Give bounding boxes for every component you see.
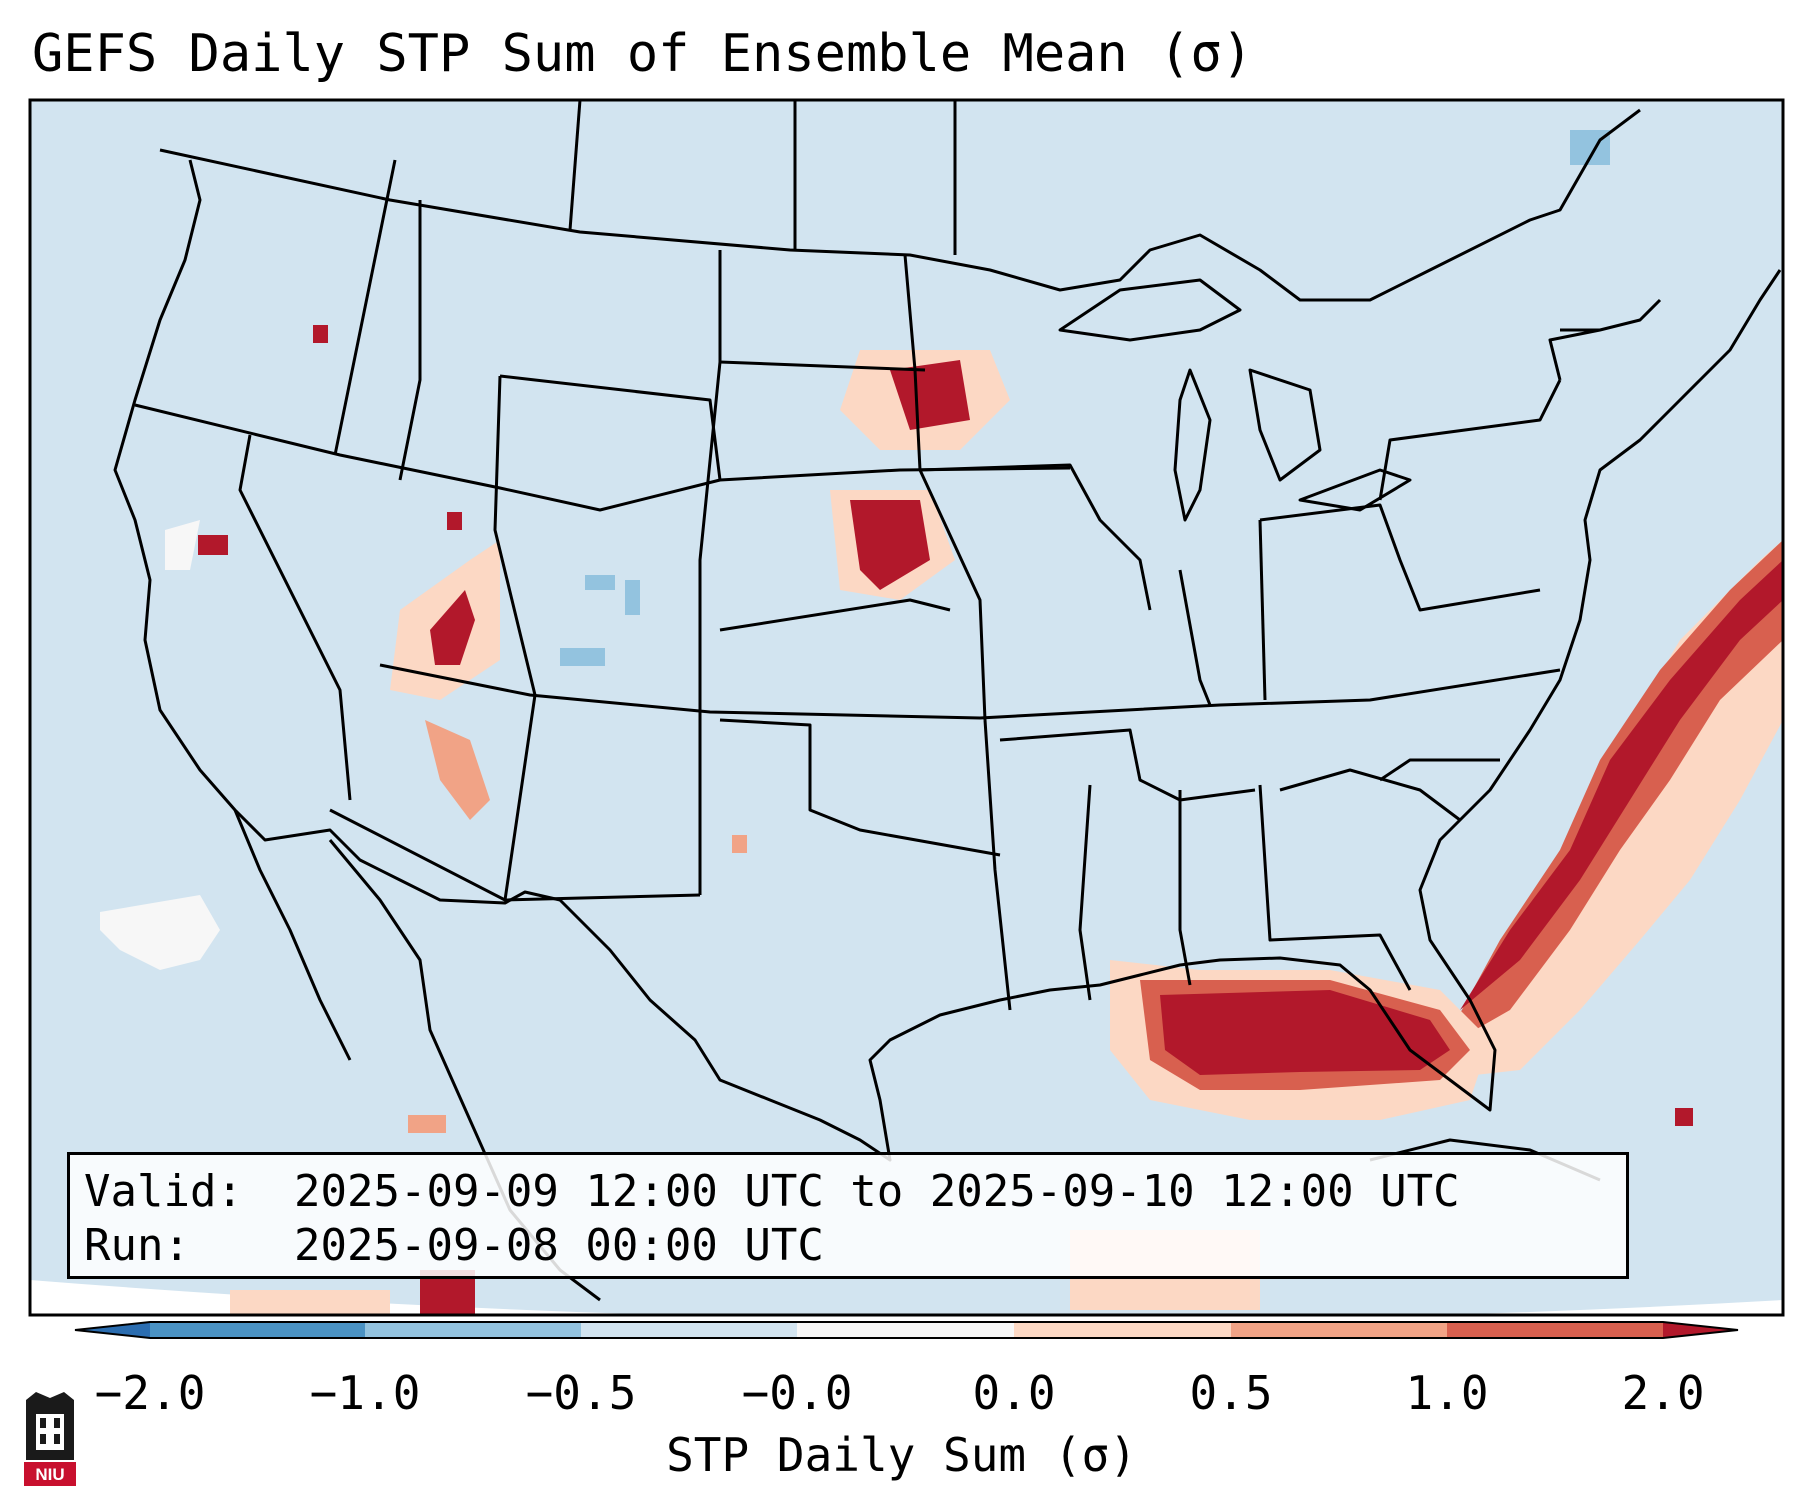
run-value: 2025-09-08 00:00 UTC xyxy=(294,1220,824,1271)
valid-value: 2025-09-09 12:00 UTC to 2025-09-10 12:00… xyxy=(294,1166,1460,1217)
state-line xyxy=(1078,784,1092,1001)
stp-cell xyxy=(313,325,328,343)
state-line xyxy=(493,375,537,901)
state-line xyxy=(698,250,722,895)
colorbar-bin xyxy=(1231,1322,1447,1338)
state-line xyxy=(1560,298,1662,332)
state-line xyxy=(333,159,397,456)
colorbar-tick: −1.0 xyxy=(309,1366,421,1420)
state-line xyxy=(568,100,582,231)
stp-region-offshore-core xyxy=(1460,560,1783,1010)
political-boundaries xyxy=(113,100,1782,1302)
us-coastline xyxy=(113,159,1782,1162)
colorbar-tick: −0.5 xyxy=(525,1366,637,1420)
colorbar-tick: −2.0 xyxy=(94,1366,206,1420)
colorbar-bin xyxy=(365,1322,581,1338)
colorbar-outline xyxy=(74,1321,1739,1339)
stp-cell-negative xyxy=(585,575,615,590)
state-line xyxy=(379,663,1561,720)
state-line xyxy=(1279,768,1461,822)
state-line xyxy=(1259,503,1541,612)
stp-cell-zero xyxy=(100,895,220,970)
state-line xyxy=(1178,790,1192,986)
lake-michigan xyxy=(1173,368,1212,522)
state-line xyxy=(1378,379,1562,501)
stp-cell-zero xyxy=(165,520,200,570)
stp-cell xyxy=(408,1115,446,1133)
stp-region-sd-core xyxy=(890,360,970,430)
stp-region-az-mid xyxy=(425,720,490,820)
map-frame xyxy=(28,98,1785,1317)
stp-cell xyxy=(1675,1108,1693,1126)
valid-row: Valid: 2025-09-09 12:00 UTC to 2025-09-10… xyxy=(84,1165,1612,1219)
lake-erie xyxy=(1298,468,1412,512)
stp-cell xyxy=(230,1290,390,1315)
state-line xyxy=(1548,328,1601,381)
colorbar-bin xyxy=(1447,1322,1663,1338)
stp-cell-negative xyxy=(560,648,605,666)
colorbar xyxy=(74,1321,1739,1339)
stp-cell xyxy=(732,835,747,853)
state-line xyxy=(719,360,926,372)
colorbar-bin xyxy=(797,1322,1014,1338)
stp-region-ut-core xyxy=(430,590,475,665)
us-canada-border xyxy=(159,108,1641,302)
stp-field xyxy=(100,130,1783,1315)
colorbar-bin xyxy=(150,1322,365,1338)
colorbar-bin-over xyxy=(1663,1322,1738,1338)
state-line xyxy=(1258,519,1267,701)
colorbar-tick: 0.0 xyxy=(972,1366,1056,1420)
niu-logo: NIU xyxy=(24,1392,76,1486)
state-line xyxy=(499,374,722,481)
state-line xyxy=(1379,758,1500,782)
state-line xyxy=(134,403,1071,512)
stp-cell xyxy=(447,512,462,530)
run-row: Run: 2025-09-08 00:00 UTC xyxy=(84,1219,1612,1273)
state-line xyxy=(398,200,422,481)
stp-cell xyxy=(198,535,228,555)
map-title: GEFS Daily STP Sum of Ensemble Mean (σ) xyxy=(32,24,1253,84)
state-line xyxy=(1258,784,1412,991)
state-line xyxy=(719,718,1001,857)
valid-run-info-box: Valid: 2025-09-09 12:00 UTC to 2025-09-10… xyxy=(67,1152,1629,1279)
colorbar-bin xyxy=(1014,1322,1231,1338)
state-line xyxy=(983,719,1012,1011)
colorbar-bin xyxy=(581,1322,797,1338)
state-line xyxy=(238,434,352,801)
stp-region-gulf-core xyxy=(1160,990,1450,1075)
colorbar-tick: −0.0 xyxy=(741,1366,853,1420)
colorbar-tick: 1.0 xyxy=(1405,1366,1489,1420)
lake-huron xyxy=(1248,368,1322,482)
state-line xyxy=(999,728,1256,802)
state-line xyxy=(1178,569,1212,706)
state-line xyxy=(919,463,1152,611)
colorbar-tick: 2.0 xyxy=(1621,1366,1705,1420)
valid-label: Valid: xyxy=(84,1166,243,1217)
colorbar-tick: 0.5 xyxy=(1189,1366,1273,1420)
colorbar-label: STP Daily Sum (σ) xyxy=(666,1428,1137,1482)
svg-text:NIU: NIU xyxy=(35,1465,64,1484)
colorbar-bin-under xyxy=(75,1322,150,1338)
map-area xyxy=(30,100,1783,1315)
run-label: Run: xyxy=(84,1220,190,1271)
stp-region-ne-core xyxy=(850,500,930,590)
state-line xyxy=(719,598,951,632)
lake-superior xyxy=(1058,278,1242,342)
stp-cell-negative xyxy=(625,580,640,615)
baja-coast xyxy=(233,809,352,1061)
